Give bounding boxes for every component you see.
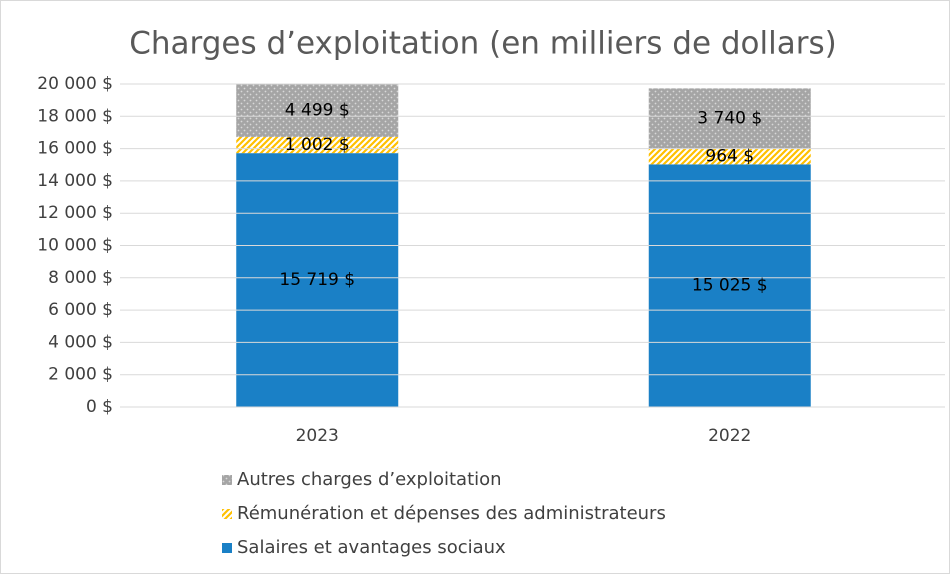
legend-swatch <box>222 509 232 519</box>
y-tick-label: 10 000 $ <box>37 236 113 256</box>
y-tick-label: 8 000 $ <box>48 268 113 288</box>
y-tick-label: 2 000 $ <box>48 365 113 385</box>
data-label: 964 $ <box>705 147 754 167</box>
y-tick-label: 4 000 $ <box>48 332 113 352</box>
y-tick-label: 20 000 $ <box>37 74 113 94</box>
legend-swatch <box>222 543 232 553</box>
y-tick-label: 16 000 $ <box>37 139 113 159</box>
bar-segment <box>236 153 399 407</box>
chart-title: Charges d’exploitation (en milliers de d… <box>129 26 837 62</box>
y-tick-label: 18 000 $ <box>37 106 113 126</box>
legend-label: Autres charges d’exploitation <box>237 469 502 490</box>
plot-area <box>236 84 811 407</box>
legend-swatch <box>222 475 232 485</box>
y-tick-label: 14 000 $ <box>37 171 113 191</box>
data-label: 3 740 $ <box>697 109 762 129</box>
x-tick-label: 2023 <box>296 426 339 446</box>
bar-segment <box>648 164 811 407</box>
bar-segment <box>648 88 811 149</box>
x-tick-label: 2022 <box>708 426 751 446</box>
data-label: 15 025 $ <box>692 276 768 296</box>
y-tick-label: 12 000 $ <box>37 203 113 223</box>
legend-label: Salaires et avantages sociaux <box>237 537 506 558</box>
y-tick-label: 6 000 $ <box>48 300 113 320</box>
data-label: 15 719 $ <box>279 270 355 290</box>
y-tick-label: 0 $ <box>86 397 113 417</box>
bar-segment <box>236 84 399 137</box>
legend-label: Rémunération et dépenses des administrat… <box>237 503 666 524</box>
bar-segment <box>648 148 811 165</box>
data-label: 1 002 $ <box>285 135 350 155</box>
data-label: 4 499 $ <box>285 100 350 120</box>
